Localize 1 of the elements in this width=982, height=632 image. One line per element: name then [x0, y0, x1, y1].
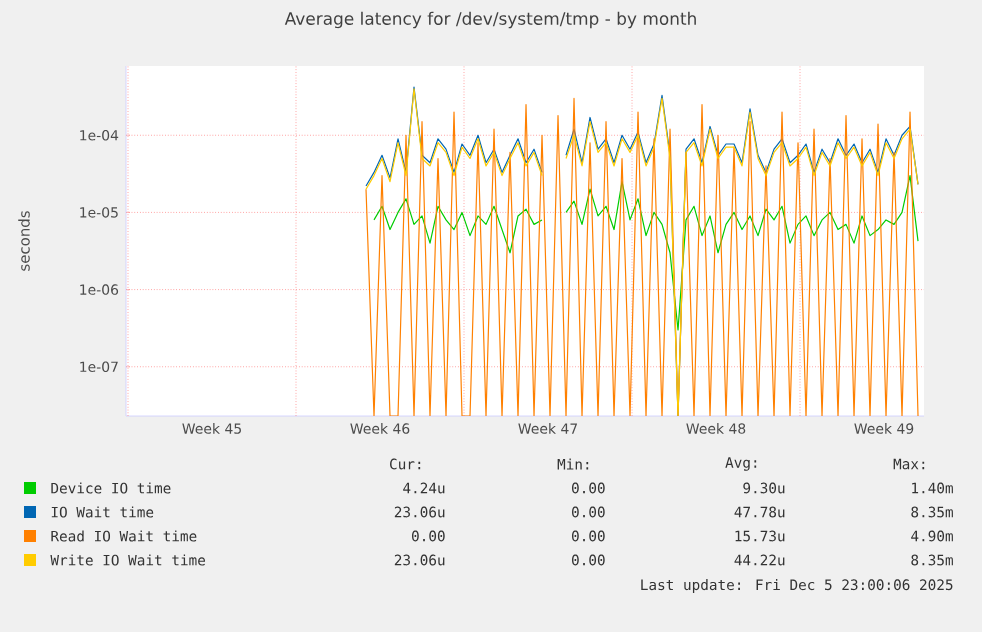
chart-title: Average latency for /dev/system/tmp - by month [284, 11, 696, 29]
